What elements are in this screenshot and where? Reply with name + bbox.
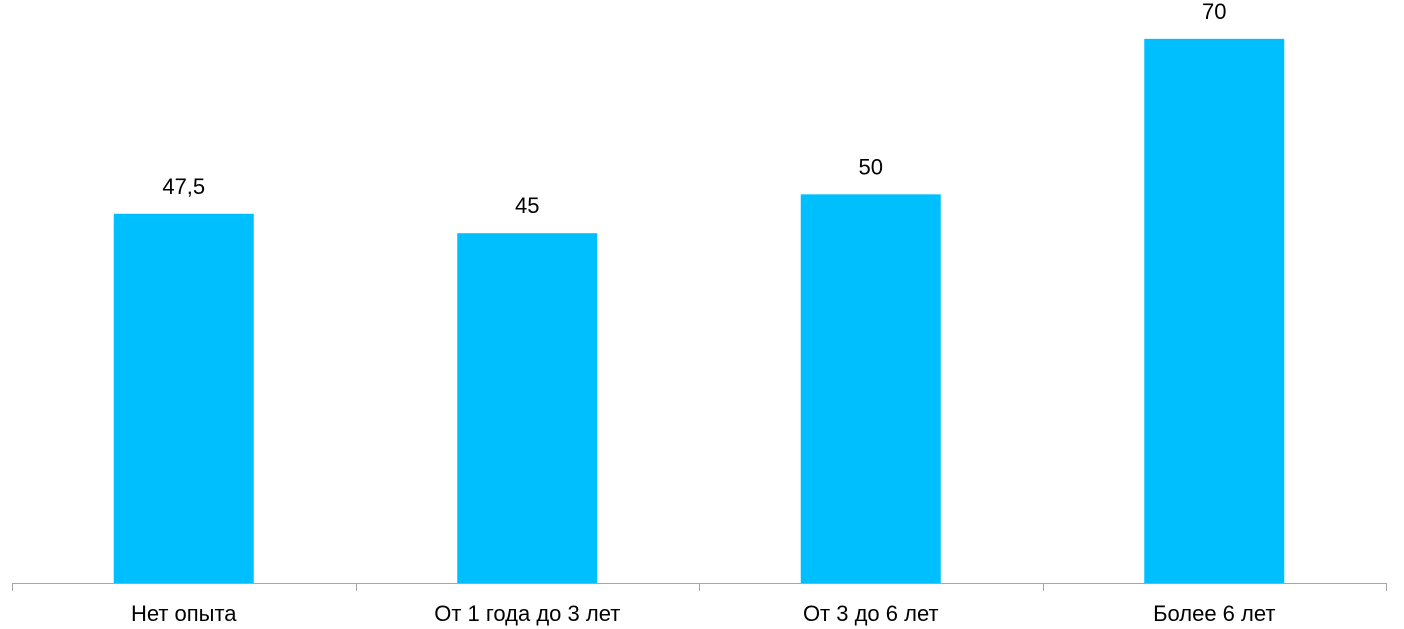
x-tick-label-3: От 3 до 6 лет (803, 601, 939, 626)
data-labels-layer: 47,5 45 50 70 (162, 0, 1226, 218)
bars-layer (113, 38, 1285, 584)
x-tick-label-1: Нет опыта (131, 601, 237, 626)
bar-1 (113, 213, 254, 583)
bar-4 (1144, 38, 1285, 584)
x-axis: Нет опыта От 1 года до 3 лет От 3 до 6 лет… (12, 583, 1387, 626)
data-label-3: 50 (859, 154, 883, 179)
x-tick-label-2: От 1 года до 3 лет (434, 601, 620, 626)
data-label-2: 45 (515, 193, 539, 218)
bar-2 (457, 233, 598, 583)
data-label-4: 70 (1202, 0, 1226, 24)
x-tick-label-4: Более 6 лет (1153, 601, 1275, 626)
bar-3 (800, 194, 941, 584)
data-label-1: 47,5 (162, 174, 205, 199)
